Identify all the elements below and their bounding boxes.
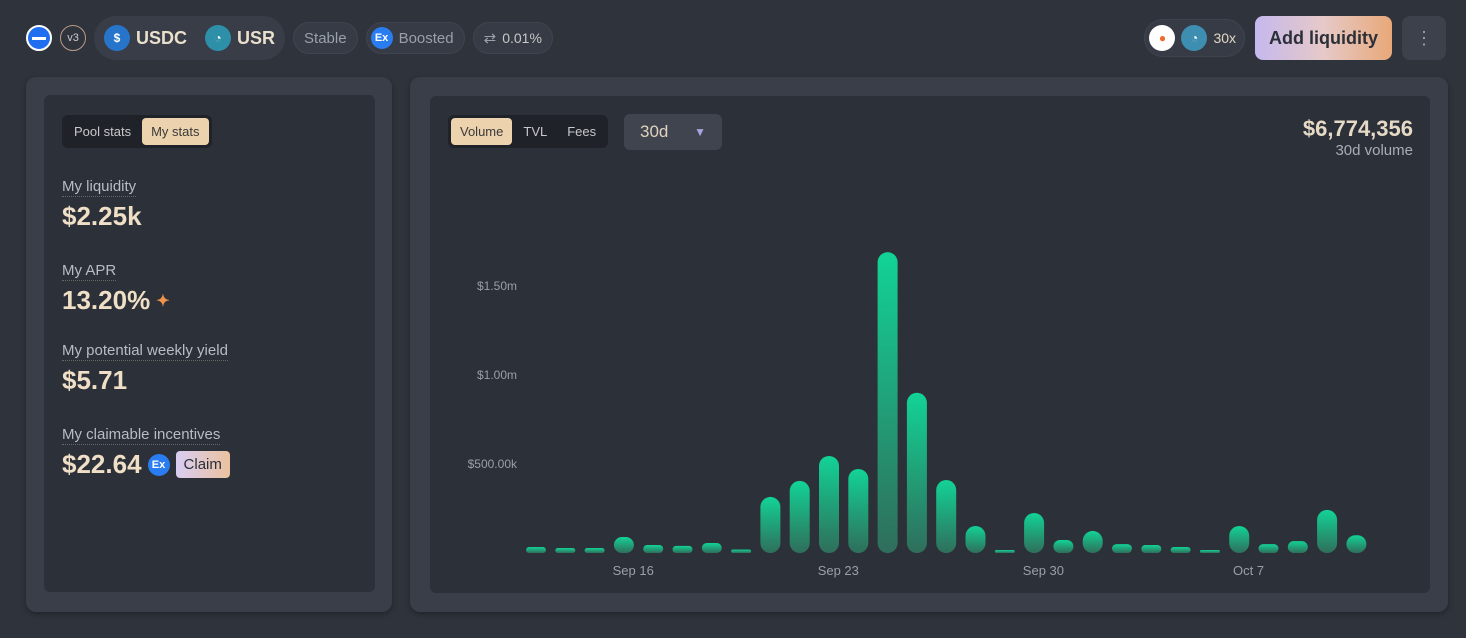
- volume-bar[interactable]: [1346, 535, 1367, 553]
- volume-bar[interactable]: [672, 545, 693, 553]
- volume-bar[interactable]: [1317, 509, 1338, 553]
- stat-label: My claimable incentives: [62, 426, 221, 445]
- stat-value: 13.20%: [62, 285, 151, 315]
- stats-inner: [44, 95, 375, 592]
- range-value: 30d: [640, 122, 669, 141]
- volume-chart: $500.00k $1.00m $1.50m Sep 16 Sep 23 Sep 30 Oc…: [468, 252, 1367, 578]
- volume-bar[interactable]: [1141, 544, 1162, 553]
- volume-bar[interactable]: [526, 546, 546, 553]
- y-tick-label: $500.00k: [468, 457, 518, 471]
- x-tick-label: Sep 16: [613, 563, 654, 578]
- stat-weekly-yield: My potential weekly yield $5.71: [62, 342, 228, 396]
- stat-value: $5.71: [62, 365, 128, 395]
- boosted-tag: Ex Boosted: [365, 22, 465, 54]
- volume-bar[interactable]: [936, 480, 957, 553]
- swap-icon: ⇄: [483, 30, 497, 47]
- chart-panel: [410, 77, 1448, 612]
- add-liquidity-button[interactable]: Add liquidity: [1255, 16, 1392, 60]
- x-tick-label: Sep 23: [818, 563, 859, 578]
- usr-icon: ◔: [205, 25, 232, 51]
- tab-fees[interactable]: Fees: [567, 124, 597, 139]
- stable-tag: Stable: [293, 22, 358, 54]
- stats-panel: [26, 77, 392, 612]
- tag-label: 0.01%: [502, 30, 542, 46]
- volume-bar[interactable]: [965, 525, 986, 553]
- award-icon: ●: [1149, 25, 1176, 51]
- chart-metric-tabs: Volume TVL Fees: [448, 115, 609, 148]
- volume-bar[interactable]: [1258, 544, 1279, 553]
- token-symbol: USR: [237, 27, 276, 48]
- chart-summary: $6,774,356 30d volume: [1303, 116, 1413, 159]
- volume-bar[interactable]: [994, 550, 1015, 553]
- tag-label: Boosted: [398, 29, 454, 47]
- stat-label: My APR: [62, 262, 117, 281]
- incentive-token-icon: Ex: [147, 453, 170, 476]
- volume-bar[interactable]: [760, 496, 781, 553]
- chevron-down-icon: ▼: [694, 125, 706, 139]
- volume-bar[interactable]: [1287, 541, 1308, 553]
- volume-bar[interactable]: [584, 548, 605, 553]
- boost-icon: Ex: [370, 27, 393, 49]
- volume-bar[interactable]: [906, 392, 927, 553]
- volume-bar[interactable]: [731, 549, 752, 553]
- volume-bar[interactable]: [1053, 540, 1074, 553]
- volume-bar[interactable]: [1082, 530, 1103, 553]
- total-volume-label: 30d volume: [1335, 142, 1413, 159]
- range-dropdown[interactable]: 30d ▼: [624, 114, 722, 150]
- tag-label: Stable: [304, 29, 347, 47]
- y-tick-label: $1.50m: [477, 279, 517, 293]
- volume-bar[interactable]: [1024, 512, 1045, 553]
- sparkle-icon: ✦: [156, 292, 170, 310]
- volume-bar[interactable]: [1170, 546, 1191, 553]
- stat-liquidity: My liquidity $2.25k: [62, 178, 142, 232]
- volume-bar[interactable]: [819, 455, 839, 553]
- volume-bar[interactable]: [848, 468, 869, 553]
- claim-button[interactable]: Claim: [175, 451, 230, 478]
- volume-bar[interactable]: [789, 480, 810, 553]
- stat-apr: My APR 13.20% ✦: [62, 262, 170, 316]
- rewards-pill[interactable]: ● ◔ 30x: [1144, 19, 1246, 57]
- volume-bar[interactable]: [643, 544, 664, 553]
- tab-volume[interactable]: Volume: [451, 118, 513, 145]
- stat-label: My potential weekly yield: [62, 342, 228, 361]
- chart-inner: [430, 96, 1430, 593]
- points-icon: ◔: [1181, 25, 1208, 51]
- fee-tag: ⇄ 0.01%: [472, 22, 553, 54]
- pool-header: v3 $ USDC ◔ USR Stable Ex Boosted ⇄ 0.01% …: [26, 16, 1446, 60]
- volume-bar[interactable]: [1229, 525, 1250, 553]
- stats-tabs: Pool stats My stats: [62, 115, 212, 148]
- tab-my-stats[interactable]: My stats: [142, 118, 209, 145]
- stat-label: My liquidity: [62, 178, 137, 197]
- usdc-icon: $: [104, 25, 130, 51]
- x-tick-label: Sep 30: [1023, 563, 1064, 578]
- y-tick-label: $1.00m: [477, 368, 517, 382]
- version-badge: v3: [60, 25, 86, 51]
- volume-bar[interactable]: [1112, 544, 1132, 553]
- multiplier-label: 30x: [1213, 30, 1237, 46]
- token-symbol: USDC: [136, 27, 188, 48]
- volume-bar[interactable]: [877, 252, 898, 553]
- volume-bar[interactable]: [555, 548, 576, 553]
- more-options-icon[interactable]: ⋮: [1402, 16, 1446, 60]
- volume-bar[interactable]: [1199, 550, 1220, 553]
- volume-bar[interactable]: [613, 536, 634, 553]
- volume-bar[interactable]: [701, 543, 722, 553]
- x-tick-label: Oct 7: [1233, 563, 1264, 578]
- tab-tvl[interactable]: TVL: [523, 124, 548, 139]
- token-pair[interactable]: $ USDC ◔ USR: [94, 16, 286, 60]
- tab-pool-stats[interactable]: Pool stats: [74, 124, 132, 139]
- protocol-logo-icon: [26, 25, 52, 51]
- total-volume: $6,774,356: [1302, 116, 1413, 141]
- stat-value: $2.25k: [62, 201, 142, 231]
- stat-value: $22.64: [62, 449, 142, 479]
- stat-incentives: My claimable incentives $22.64 Ex Claim: [62, 426, 230, 480]
